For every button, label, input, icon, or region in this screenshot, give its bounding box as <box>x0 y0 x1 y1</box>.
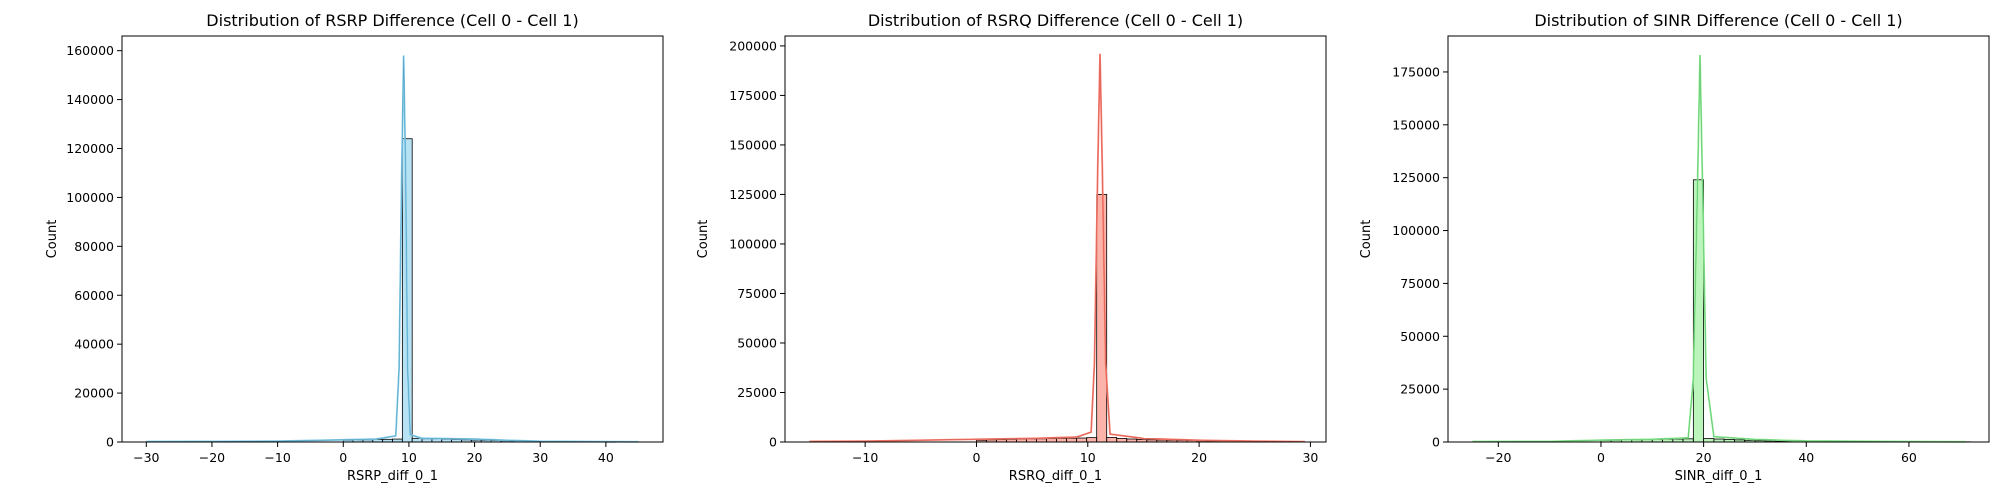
y-tick-label: 175000 <box>729 88 777 103</box>
histogram-bar <box>1076 437 1088 443</box>
y-tick-label: 160000 <box>66 43 114 58</box>
y-tick-label: 60000 <box>74 288 114 303</box>
axes-frame <box>121 35 664 443</box>
x-tick-label: 20 <box>1191 450 1207 465</box>
y-tick-label: 25000 <box>1400 382 1440 397</box>
x-tick-label: 40 <box>598 450 614 465</box>
x-tick-label: 20 <box>467 450 483 465</box>
y-tick-label: 50000 <box>737 335 777 350</box>
axes-frame <box>1447 35 1990 443</box>
x-tick-label: 40 <box>1798 450 1814 465</box>
y-tick-label: 100000 <box>66 190 114 205</box>
x-tick-label: 0 <box>972 450 980 465</box>
chart-title: Distribution of RSRP Difference (Cell 0 … <box>206 11 578 30</box>
x-tick-label: −10 <box>852 450 878 465</box>
histogram-bar <box>1703 438 1715 443</box>
histogram-bar <box>1116 438 1128 443</box>
x-tick-label: 30 <box>1302 450 1318 465</box>
y-tick-label: 125000 <box>1392 170 1440 185</box>
y-tick-label: 100000 <box>1392 223 1440 238</box>
chart-title: Distribution of SINR Difference (Cell 0 … <box>1534 11 1902 30</box>
y-axis-label: Count <box>696 220 711 259</box>
x-tick-label: 20 <box>1696 450 1712 465</box>
y-axis-label: Count <box>1359 220 1374 259</box>
x-tick-label: −30 <box>133 450 159 465</box>
histogram-bar <box>1106 437 1118 443</box>
x-tick-label: 0 <box>339 450 347 465</box>
y-tick-label: 125000 <box>729 187 777 202</box>
x-tick-label: 10 <box>401 450 417 465</box>
kde-line <box>1472 55 1966 443</box>
kde-line-edge <box>809 53 1305 442</box>
y-tick-label: 100000 <box>729 236 777 251</box>
histogram-bar <box>1066 437 1078 443</box>
y-tick-label: 20000 <box>74 386 114 401</box>
histogram-bar <box>1086 437 1098 443</box>
y-tick-label: 50000 <box>1400 329 1440 344</box>
x-tick-label: 0 <box>1597 450 1605 465</box>
y-tick-label: 75000 <box>737 286 777 301</box>
kde-line <box>809 53 1305 443</box>
x-axis-label: RSRP_diff_0_1 <box>347 469 438 484</box>
x-axis-label: RSRQ_diff_0_1 <box>1009 469 1102 484</box>
axes-frame <box>784 35 1327 443</box>
histogram-bar <box>1056 438 1068 443</box>
x-axis-label: SINR_diff_0_1 <box>1675 469 1763 484</box>
panel-sinr: −20 0 20 40 60 0 25000 50000 75000 100000 125000 15… <box>1359 11 1990 484</box>
x-tick-label: 60 <box>1901 450 1917 465</box>
x-tick-label: 30 <box>532 450 548 465</box>
y-tick-label: 40000 <box>74 337 114 352</box>
y-tick-label: 120000 <box>66 141 114 156</box>
y-tick-label: 0 <box>106 435 114 450</box>
y-tick-label: 25000 <box>737 385 777 400</box>
y-tick-label: 140000 <box>66 92 114 107</box>
y-axis-label: Count <box>45 220 60 259</box>
y-tick-label: 150000 <box>729 137 777 152</box>
kde-line-edge <box>1472 55 1966 443</box>
x-tick-label: −10 <box>264 450 290 465</box>
x-tick-label: −20 <box>1485 450 1511 465</box>
panel-rsrp: −30 −20 −10 0 10 20 30 40 0 20000 40000 60000 80000 1… <box>45 11 664 484</box>
kde-line <box>146 55 639 443</box>
y-tick-label: 200000 <box>729 38 777 53</box>
y-tick-label: 0 <box>1432 435 1440 450</box>
y-tick-label: 175000 <box>1392 64 1440 79</box>
x-tick-label: −20 <box>199 450 225 465</box>
panel-rsrq: −10 0 10 20 30 0 25000 50000 75000 100000 125000 15… <box>696 11 1327 484</box>
y-tick-label: 0 <box>769 435 777 450</box>
x-tick-label: 10 <box>1080 450 1096 465</box>
histogram-bar <box>1046 438 1058 443</box>
histogram-bar <box>411 437 423 443</box>
kde-line-edge <box>146 55 639 443</box>
y-tick-label: 80000 <box>74 239 114 254</box>
chart-title: Distribution of RSRQ Difference (Cell 0 … <box>868 11 1243 30</box>
y-tick-label: 75000 <box>1400 276 1440 291</box>
y-tick-label: 150000 <box>1392 117 1440 132</box>
